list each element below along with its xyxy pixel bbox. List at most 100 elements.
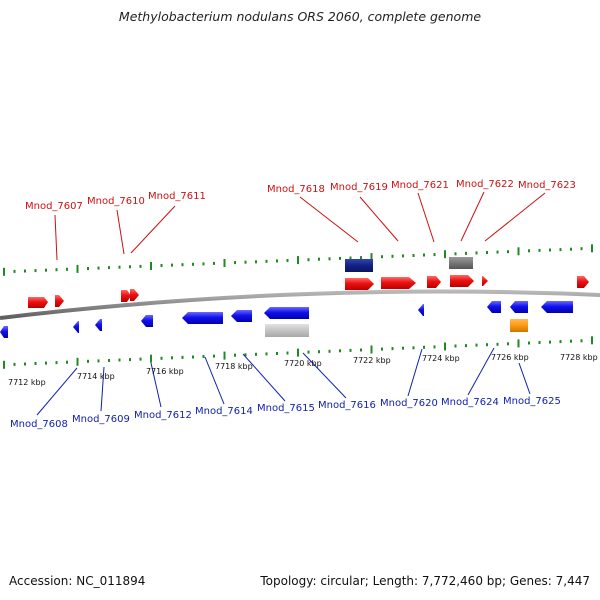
gene-label[interactable]: Mnod_7610 [87,196,145,207]
minor-tick [475,343,478,347]
minor-tick [234,261,236,265]
minor-tick [45,361,47,365]
minor-tick [349,256,352,260]
gene-label[interactable]: Mnod_7619 [330,182,388,193]
lower-gene-labels: Mnod_7608 Mnod_7609 Mnod_7612 Mnod_7614 … [10,396,561,430]
gene-arrow-forward[interactable] [450,275,474,287]
gene-label[interactable]: Mnod_7611 [148,191,206,202]
gene-arrow-forward[interactable] [130,289,139,301]
gene-arrow-forward[interactable] [28,297,48,308]
minor-tick [24,269,26,273]
gene-arrow-forward[interactable] [345,278,374,290]
gene-arrow-reverse[interactable] [487,301,501,313]
feature-box-orange[interactable] [510,319,528,332]
gene-label[interactable]: Mnod_7615 [257,403,315,414]
gene-arrow-reverse[interactable] [264,307,309,319]
gene-arrow-reverse[interactable] [231,310,252,322]
minor-tick [507,250,509,254]
minor-tick [486,343,488,347]
feature-box-light-gray[interactable] [265,324,309,337]
minor-tick [66,360,68,364]
minor-tick [118,265,121,269]
minor-tick [528,341,530,345]
gene-arrow-reverse[interactable] [73,321,79,333]
callout-line [36,367,78,416]
gene-arrow-forward[interactable] [427,276,441,288]
major-tick [370,253,373,262]
minor-tick [34,269,37,273]
callout-line [417,192,435,243]
minor-tick [465,344,467,348]
gene-label[interactable]: Mnod_7620 [380,398,438,409]
minor-tick [454,252,457,256]
upper-gene-labels: Mnod_7607 Mnod_7610 Mnod_7611 Mnod_7618 … [25,179,576,212]
scale-label: 7728 kbp [560,353,598,362]
minor-tick [328,349,331,353]
callout-line [518,362,531,395]
major-tick [223,351,226,360]
scale-label: 7714 kbp [77,372,115,381]
minor-tick [507,342,509,346]
gene-label[interactable]: Mnod_7612 [134,410,192,421]
gene-arrow-reverse[interactable] [418,304,424,316]
gene-label[interactable]: Mnod_7616 [318,400,376,411]
minor-tick [24,362,26,366]
minor-tick [360,348,362,352]
minor-tick [118,358,121,362]
callout-line [116,209,125,255]
gene-label[interactable]: Mnod_7622 [456,179,514,190]
gene-arrow-reverse[interactable] [182,312,223,324]
gene-label[interactable]: Mnod_7608 [10,419,68,430]
minor-tick [423,253,425,257]
gene-arrow-reverse[interactable] [95,319,102,331]
minor-tick [580,247,583,251]
gene-arrow-reverse[interactable] [541,301,573,313]
major-tick [297,256,299,265]
gene-arrow-reverse[interactable] [510,301,528,313]
gene-label[interactable]: Mnod_7618 [267,184,325,195]
minor-tick [265,352,268,356]
minor-tick [339,256,341,260]
minor-tick [171,356,173,360]
gene-label[interactable]: Mnod_7614 [195,406,253,417]
gene-label[interactable]: Mnod_7625 [503,396,561,407]
gene-arrow-reverse[interactable] [0,326,8,338]
gene-label[interactable]: Mnod_7624 [441,397,499,408]
minor-tick [486,251,488,254]
minor-tick [276,352,278,355]
gene-arrow-reverse[interactable] [141,315,153,327]
major-tick [3,360,5,369]
minor-tick [171,263,173,267]
gene-arrow-forward[interactable] [55,295,64,307]
feature-box-navy[interactable] [345,259,373,272]
minor-tick [34,362,37,365]
minor-tick [528,249,530,253]
minor-tick [570,247,572,251]
gene-label[interactable]: Mnod_7607 [25,201,83,212]
minor-tick [538,248,541,252]
major-tick [591,336,593,345]
gene-arrow-forward[interactable] [482,276,488,286]
gene-label[interactable]: Mnod_7621 [391,180,449,191]
minor-tick [87,267,89,270]
callout-line [359,196,399,242]
gene-arrow-forward[interactable] [577,276,589,288]
minor-tick [160,264,163,267]
feature-box-gray[interactable] [449,257,473,269]
callout-line [242,353,286,402]
gene-label[interactable]: Mnod_7623 [518,180,576,191]
scale-label: 7726 kbp [491,353,529,362]
minor-tick [66,267,68,271]
major-tick [3,267,5,276]
scale-label: 7712 kbp [8,378,46,387]
minor-tick [307,350,310,354]
minor-tick [286,259,289,262]
gene-label[interactable]: Mnod_7609 [72,414,130,425]
gene-arrow-forward[interactable] [121,290,131,302]
major-tick [76,264,79,273]
minor-tick [13,269,16,273]
minor-tick [55,268,58,272]
gene-arrow-forward[interactable] [381,277,416,289]
scale-labels: 7712 kbp 7714 kbp 7716 kbp 7718 kbp 7720… [8,353,598,387]
callout-line [54,214,58,261]
